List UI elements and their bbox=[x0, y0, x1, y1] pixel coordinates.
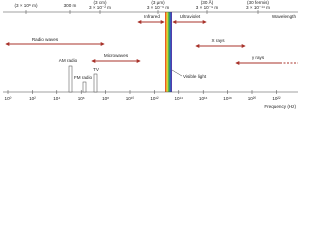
fm-label: FM radio bbox=[74, 75, 93, 80]
frequency-labels: 10⁰ 10² 10⁴ 10⁶ 10⁸ 10¹⁰ 10¹² 10¹⁴ 10¹⁶ 10¹⁸ 10²⁰ 1… bbox=[5, 90, 281, 101]
wavelength-name: (30 fermis) bbox=[247, 0, 269, 5]
microwave-label: Microwaves bbox=[104, 53, 129, 58]
visible-strip bbox=[165, 12, 172, 92]
wavelength-name: 300 m bbox=[64, 3, 77, 8]
wavelength-value: 3 × 10⁻⁹ m bbox=[196, 5, 219, 10]
wavelength-value: 3 × 10⁻⁶ m bbox=[147, 5, 169, 10]
visible-pointer bbox=[171, 69, 183, 77]
am-label: AM radio bbox=[59, 58, 78, 63]
tv-bar bbox=[93, 73, 98, 93]
wavelength-name: (30 Å) bbox=[201, 0, 214, 5]
wavelength-name: (3 × 10⁸ m) bbox=[14, 3, 37, 8]
frequency-title: Frequency (Hz) bbox=[264, 104, 296, 109]
wavelength-value: 3 × 10⁻² m bbox=[89, 5, 111, 10]
ultraviolet-label: Ultraviolet bbox=[180, 14, 201, 19]
frequency-label: 10⁰ bbox=[5, 96, 12, 101]
frequency-label: 10¹⁰ bbox=[126, 96, 135, 101]
frequency-label: 10⁴ bbox=[53, 96, 60, 101]
wavelength-title: Wavelength bbox=[272, 14, 297, 19]
frequency-label: 10²⁰ bbox=[248, 96, 257, 101]
gamma-label: γ rays bbox=[252, 55, 265, 60]
frequency-label: 10¹⁴ bbox=[174, 96, 183, 101]
wavelength-name: (3 cm) bbox=[93, 0, 106, 5]
frequency-label: 10²² bbox=[272, 96, 281, 101]
wavelength-labels: (3 × 10⁸ m) 300 m(3 cm)3 × 10⁻² m(3 μm)3 … bbox=[14, 0, 270, 14]
frequency-label: 10⁶ bbox=[78, 96, 85, 101]
spectrum-diagram: (3 × 10⁸ m) 300 m(3 cm)3 × 10⁻² m(3 μm)3 … bbox=[3, 0, 298, 109]
frequency-label: 10¹⁶ bbox=[199, 96, 208, 101]
fm-bar bbox=[82, 81, 87, 93]
frequency-label: 10⁸ bbox=[102, 96, 109, 101]
wavelength-name: (3 μm) bbox=[151, 0, 165, 5]
frequency-label: 10² bbox=[29, 96, 36, 101]
infrared-label: Infrared bbox=[144, 14, 160, 19]
am-bar bbox=[68, 65, 73, 93]
wavelength-value: 3 × 10⁻¹⁴ m bbox=[246, 5, 270, 10]
visible-label: Visible light bbox=[183, 74, 207, 79]
radio-label: Radio waves bbox=[32, 37, 59, 42]
frequency-label: 10¹⁸ bbox=[223, 96, 232, 101]
frequency-label: 10¹² bbox=[150, 96, 159, 101]
xray-label: X rays bbox=[211, 38, 225, 43]
tv-label: TV bbox=[93, 67, 100, 72]
